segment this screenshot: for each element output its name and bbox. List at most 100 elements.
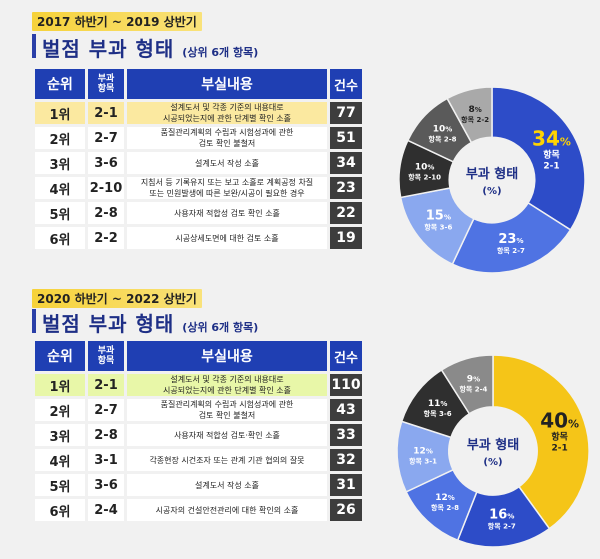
description-line: 설계도서 작성 소홀 [195,158,259,168]
count-cell: 51 [330,127,362,149]
section-title: 벌점 부과 형태 (상위 6개 항목) [42,33,258,62]
title-text: 벌점 부과 형태 [42,37,175,61]
count-cell: 31 [330,474,362,496]
description-line: 지침서 등 기록유지 또는 보고 소홀로 계획공정 차질 [140,178,314,187]
description-line: 시공되었는지에 관한 단계별 확인 소홀 [163,386,291,395]
donut-chart: 40%항목2-116%항목 2-712%항목 2-812%항목 3-111%항목… [396,354,590,548]
description-cell: 품질관리계획의 수립과 시험성과에 관한 검토 확인 불철저 [127,399,327,421]
description-line: 검토 확인 불철저 [198,139,256,148]
description-line: 시공자의 건설안전관리에 대한 확인의 소홀 [155,505,299,515]
penalty-table: 순위 부과 항목 부실내용 건수 1위 2-1 설계도서 및 각종 기준의 내용대로 시… [32,338,365,524]
slice-name-label: 항목 [543,148,560,160]
section-title: 벌점 부과 형태 (상위 6개 항목) [42,308,258,337]
donut-center-unit: (%) [483,457,502,468]
donut-chart: 34%항목2-123%항목 2-715%항목 3-610%항목 2-1010%항… [398,86,586,274]
header-count: 건수 [330,341,362,371]
slice-name-label: 항목 2-2 [461,115,489,124]
table-row: 3위 2-8 사용자재 적합성 검토·확인 소홀 33 [35,424,362,446]
slice-value-label: 12% [435,493,455,503]
table-row: 3위 3-6 설계도서 작성 소홀 34 [35,152,362,174]
title-subtitle: (상위 6개 항목) [182,46,259,59]
rank-cell: 4위 [35,449,85,471]
code-cell: 2-8 [88,202,124,224]
description-cell: 설계도서 작성 소홀 [127,474,327,496]
slice-value-label: 11% [428,399,448,409]
slice-value-unit: % [516,236,523,245]
count-cell: 22 [330,202,362,224]
slice-value-unit: % [448,494,455,502]
rank-cell: 2위 [35,127,85,149]
header-code-line: 부과 [97,74,115,84]
description-cell: 각종현장 시건조자 또는 관계 기관 협의의 잘못 [127,449,327,471]
title-subtitle: (상위 6개 항목) [182,321,259,334]
slice-value-label: 15% [426,209,451,224]
description-line: 각종현장 시건조자 또는 관계 기관 협의의 잘못 [149,455,305,465]
slice-value-unit: % [568,417,579,430]
count-cell: 43 [330,399,362,421]
slice-value-unit: % [427,163,434,171]
code-cell: 2-7 [88,399,124,421]
description-cell: 시공자의 건설안전관리에 대한 확인의 소홀 [127,499,327,521]
header-count: 건수 [330,69,362,99]
code-cell: 3-6 [88,152,124,174]
description-line: 설계도서 작성 소홀 [195,480,259,490]
slice-name-label: 항목 2-8 [431,503,459,512]
table-row: 1위 2-1 설계도서 및 각종 기준의 내용대로 시공되었는지에 관한 단계별 확인… [35,102,362,124]
header-code: 부과 항목 [88,69,124,99]
description-cell: 지침서 등 기록유지 또는 보고 소홀로 계획공정 차질 또는 민원발생에 따른 … [127,177,327,199]
slice-value-unit: % [445,126,452,134]
slice-name-label: 항목 2-10 [408,172,441,181]
rank-cell: 3위 [35,152,85,174]
slice-value-unit: % [473,376,480,384]
description-line: 검토 확인 불철저 [198,411,256,420]
description-line: 사용자재 적합성 검토 확인 소홀 [174,208,280,218]
header-code: 부과 항목 [88,341,124,371]
description-line: 설계도서 및 각종 기준의 내용대로 [170,103,284,112]
section-2017-2019: 2017 하반기 ~ 2019 상반기 벌점 부과 형태 (상위 6개 항목) … [32,12,586,274]
donut-slice [492,354,590,530]
rank-cell: 2위 [35,399,85,421]
table-row: 2위 2-7 품질관리계획의 수립과 시험성과에 관한 검토 확인 불철저 43 [35,399,362,421]
donut-center-title: 부과 형태 [467,437,519,453]
slice-name-label: 항목 2-4 [459,385,487,394]
donut-center-unit: (%) [482,186,501,197]
code-cell: 2-1 [88,374,124,396]
code-cell: 2-8 [88,424,124,446]
header-code-line: 항목 [97,356,115,366]
penalty-table: 순위 부과 항목 부실내용 건수 1위 2-1 설계도서 및 각종 기준의 내용대로 시… [32,66,365,252]
slice-name-label: 항목 2-8 [429,135,457,144]
rank-cell: 5위 [35,474,85,496]
code-cell: 2-7 [88,127,124,149]
donut-slice [446,86,493,144]
rank-cell: 5위 [35,202,85,224]
count-cell: 26 [330,499,362,521]
table-row: 6위 2-2 시공상세도면에 대한 검토 소홀 19 [35,227,362,249]
donut-slice [451,201,572,274]
title-text: 벌점 부과 형태 [42,312,175,336]
title-accent-bar [32,34,36,58]
donut-slice [491,86,586,231]
donut-center-title: 부과 형태 [466,166,518,182]
slice-value-label: 10% [433,125,453,135]
code-cell: 2-2 [88,227,124,249]
rank-cell: 3위 [35,424,85,446]
slice-value-label: 8% [468,105,481,115]
description-cell: 시공상세도면에 대한 검토 소홀 [127,227,327,249]
code-cell: 2-1 [88,102,124,124]
section-2020-2022: 2020 하반기 ~ 2022 상반기 벌점 부과 형태 (상위 6개 항목) … [0,281,600,559]
description-line: 시공상세도면에 대한 검토 소홀 [175,233,279,243]
code-cell: 2-10 [88,177,124,199]
description-line: 사용자재 적합성 검토·확인 소홀 [174,430,280,440]
slice-name-label: 항목 2-7 [497,246,525,255]
rank-cell: 6위 [35,227,85,249]
table-row: 6위 2-4 시공자의 건설안전관리에 대한 확인의 소홀 26 [35,499,362,521]
description-line: 시공되었는지에 관한 단계별 확인 소홀 [163,114,291,123]
period-label: 2020 하반기 ~ 2022 상반기 [32,289,202,308]
slice-name-label: 2-1 [543,161,559,171]
slice-value-unit: % [560,135,571,148]
description-line: 품질관리계획의 수립과 시험성과에 관한 [160,128,294,137]
slice-value-label: 9% [467,375,480,385]
count-cell: 110 [330,374,362,396]
